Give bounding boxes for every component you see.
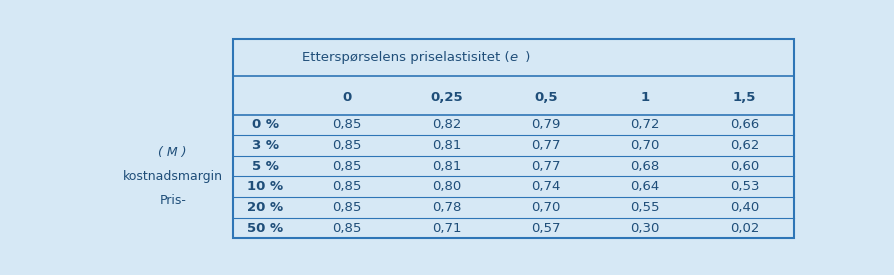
Text: 0,62: 0,62	[730, 139, 759, 152]
Text: 0: 0	[342, 91, 352, 104]
Text: 0,40: 0,40	[730, 201, 759, 214]
Text: 0,81: 0,81	[432, 139, 461, 152]
Text: Etterspørselens priselastisitet (: Etterspørselens priselastisitet (	[302, 51, 513, 64]
Text: 0,70: 0,70	[630, 139, 660, 152]
Text: 0,85: 0,85	[333, 118, 362, 131]
Text: 0,79: 0,79	[531, 118, 561, 131]
Text: 3 %: 3 %	[252, 139, 279, 152]
Text: 20 %: 20 %	[248, 201, 283, 214]
Text: 0,25: 0,25	[430, 91, 463, 104]
Text: 1,5: 1,5	[733, 91, 756, 104]
Text: 0,72: 0,72	[630, 118, 660, 131]
Text: 1: 1	[641, 91, 650, 104]
Text: 0,80: 0,80	[432, 180, 461, 193]
Text: ( M ): ( M )	[158, 145, 187, 159]
Text: 10 %: 10 %	[248, 180, 283, 193]
Text: 0 %: 0 %	[252, 118, 279, 131]
Text: ): )	[520, 51, 530, 64]
Text: 0,66: 0,66	[730, 118, 759, 131]
Text: 0,55: 0,55	[630, 201, 660, 214]
Text: 0,82: 0,82	[432, 118, 461, 131]
Text: 0,02: 0,02	[730, 222, 759, 235]
Text: 0,85: 0,85	[333, 160, 362, 173]
Text: 0,85: 0,85	[333, 201, 362, 214]
Text: 0,78: 0,78	[432, 201, 461, 214]
Text: 0,30: 0,30	[630, 222, 660, 235]
Text: 0,71: 0,71	[432, 222, 461, 235]
Text: 0,64: 0,64	[630, 180, 660, 193]
Text: 0,53: 0,53	[730, 180, 759, 193]
Text: 0,81: 0,81	[432, 160, 461, 173]
Text: 0,68: 0,68	[630, 160, 660, 173]
Text: 50 %: 50 %	[248, 222, 283, 235]
Text: 0,60: 0,60	[730, 160, 759, 173]
Text: kostnadsmargin: kostnadsmargin	[122, 170, 223, 183]
Text: 0,74: 0,74	[531, 180, 561, 193]
Text: 0,77: 0,77	[531, 160, 561, 173]
Text: 0,57: 0,57	[531, 222, 561, 235]
Text: 0,85: 0,85	[333, 222, 362, 235]
Text: 5 %: 5 %	[252, 160, 279, 173]
Text: e: e	[510, 51, 518, 64]
Text: 0,85: 0,85	[333, 180, 362, 193]
FancyBboxPatch shape	[233, 39, 794, 238]
Text: Pris-: Pris-	[159, 194, 186, 207]
Text: 0,85: 0,85	[333, 139, 362, 152]
Text: 0,70: 0,70	[531, 201, 561, 214]
Text: 0,5: 0,5	[534, 91, 558, 104]
Text: 0,77: 0,77	[531, 139, 561, 152]
